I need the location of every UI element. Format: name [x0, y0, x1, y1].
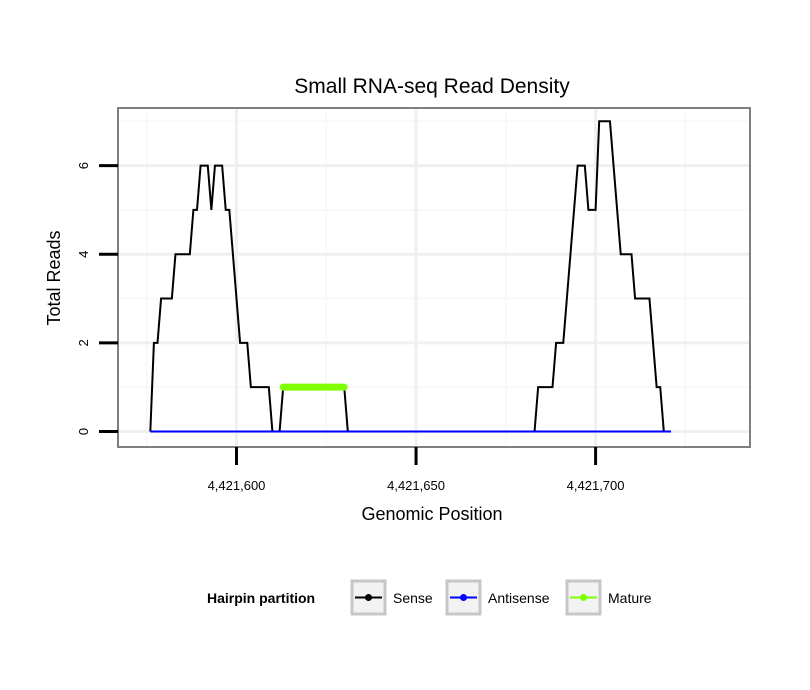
legend-label-sense: Sense	[393, 590, 433, 606]
legend: Hairpin partition Sense Antisense Mature	[207, 579, 652, 616]
x-tick-label: 4,421,600	[208, 478, 266, 493]
series-layer	[149, 120, 671, 433]
x-tick-label: 4,421,700	[567, 478, 625, 493]
y-tick-label: 0	[76, 428, 91, 435]
y-axis: 0 2 4 6	[76, 162, 118, 435]
legend-key-point	[580, 594, 587, 601]
y-tick-label: 4	[76, 251, 91, 258]
y-tick-label: 6	[76, 162, 91, 169]
legend-label-antisense: Antisense	[488, 590, 550, 606]
panel-border	[117, 107, 751, 448]
legend-key-point	[365, 594, 372, 601]
plot-panel	[117, 107, 751, 448]
panel-background	[118, 108, 750, 447]
series-line-sense	[149, 120, 671, 433]
legend-key-point	[460, 594, 467, 601]
y-axis-title: Total Reads	[44, 230, 64, 325]
legend-title: Hairpin partition	[207, 590, 315, 606]
y-tick-label: 2	[76, 339, 91, 346]
legend-items: Sense Antisense Mature	[350, 579, 652, 616]
x-axis: 4,421,600 4,421,650 4,421,700	[208, 447, 625, 493]
chart-title: Small RNA-seq Read Density	[294, 75, 570, 98]
x-tick-label: 4,421,650	[387, 478, 445, 493]
x-axis-title: Genomic Position	[361, 504, 502, 524]
legend-label-mature: Mature	[608, 590, 652, 606]
